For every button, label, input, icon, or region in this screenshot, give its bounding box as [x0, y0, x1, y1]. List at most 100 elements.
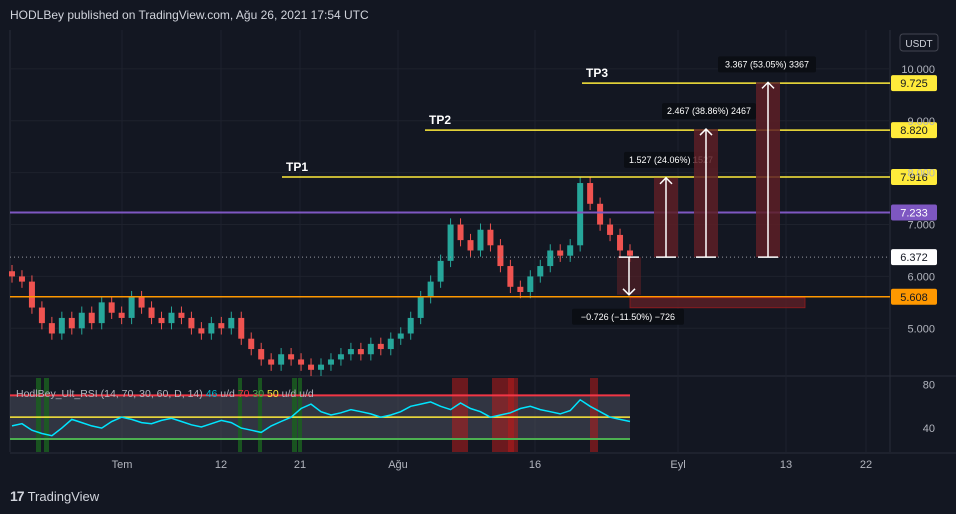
measure-tag: 2.467 (38.86%) 2467 [667, 106, 751, 116]
candle-body [208, 323, 215, 334]
candles [9, 176, 633, 377]
candle-body [577, 183, 584, 246]
candle-body [228, 317, 235, 329]
candle-body [377, 343, 384, 350]
candle-body [457, 224, 464, 241]
time-tick: 21 [294, 459, 306, 471]
rsi-legend-value: 70 [238, 388, 253, 400]
candle-body [347, 349, 354, 355]
candle-body [88, 312, 95, 324]
candle-body [58, 317, 65, 334]
candle-body [188, 317, 195, 329]
price-tick: 7.000 [907, 220, 935, 232]
candle-body [487, 229, 494, 246]
rsi-oversold-zone [298, 378, 302, 452]
price-label-box [891, 169, 937, 186]
candle-body [318, 364, 324, 370]
candle-body [447, 224, 454, 261]
candle-body [288, 354, 295, 360]
measure-arrowhead [659, 176, 673, 185]
candle-body [38, 307, 45, 324]
candle-body [138, 297, 145, 308]
candle-body [427, 281, 434, 298]
price-levels: TP1 TP2 TP3 9.725 8.820 7.916 7.233 6.372 5.608 [10, 66, 937, 305]
currency-badge-label: USDT [905, 39, 932, 50]
candle-body [108, 302, 115, 313]
target-label: TP3 [586, 66, 608, 80]
rsi-legend: HodlBey_Ult_RSI (14, 70, 30, 60, D, 14) … [16, 388, 314, 400]
candle-body [158, 317, 165, 324]
candle-body [98, 302, 105, 324]
target-label: TP2 [429, 113, 451, 127]
time-tick: 13 [780, 459, 792, 471]
candle-body [467, 240, 474, 251]
rsi-overbought-zone [508, 378, 518, 452]
candle-body [258, 349, 265, 360]
rsi-legend-value: u/d [282, 388, 300, 400]
price-label-box [891, 288, 937, 305]
time-tick: 22 [860, 459, 872, 471]
candle-body [278, 354, 285, 365]
measure-tag: −0.726 (−11.50%) −726 [581, 312, 675, 322]
candle-body [298, 359, 305, 365]
time-tick: Eyl [670, 459, 685, 471]
candle-body [168, 312, 175, 324]
measure-tag: 1.527 (24.06%) 1527 [629, 155, 713, 165]
time-tick: 12 [215, 459, 227, 471]
rsi-line [11, 398, 631, 437]
rsi-oversold-zone [36, 378, 41, 452]
candle-body [407, 317, 414, 334]
candle-body [337, 354, 344, 360]
price-label: 8.820 [900, 125, 928, 137]
candle-body [417, 297, 424, 318]
candle-body [527, 276, 534, 292]
tradingview-logo-icon: 17 [10, 488, 25, 504]
candle-body [18, 276, 25, 282]
rsi-tick: 80 [923, 380, 935, 392]
footer[interactable]: 17 TradingView [10, 488, 99, 504]
price-label: 5.608 [900, 292, 928, 304]
footer-brand: TradingView [27, 488, 100, 504]
candle-body [597, 203, 604, 225]
candle-body [547, 250, 554, 267]
candle-body [357, 349, 364, 355]
time-tick: 16 [529, 459, 541, 471]
loss-zone-box [629, 297, 806, 309]
candle-body [9, 271, 15, 277]
candle-body [537, 266, 544, 277]
candle-body [367, 343, 374, 355]
candle-body [477, 229, 484, 251]
candle-body [238, 317, 245, 339]
measure-tag-box [662, 103, 756, 120]
candle-body [397, 333, 404, 339]
rsi-legend-value: 46 [206, 388, 221, 400]
price-label-box [891, 204, 937, 221]
candle-body [28, 281, 35, 308]
measurement-tools: 1.527 (24.06%) 1527 2.467 (38.86%) 2467 3.… [572, 56, 816, 325]
candle-body [607, 224, 614, 235]
time-tick: Tem [112, 459, 133, 471]
price-label: 7.233 [900, 207, 928, 219]
axes: 10.000 9.000 8.000 7.000 6.000 5.000 Tem 12 21 Ağ… [112, 33, 939, 471]
rsi-overbought-zone [590, 378, 598, 452]
candle-body [517, 286, 524, 292]
price-label-box [891, 122, 937, 139]
measure-arrowhead [761, 81, 775, 89]
price-tick: 6.000 [907, 271, 935, 283]
candle-body [148, 307, 155, 318]
price-tick: 5.000 [907, 323, 935, 335]
rsi-legend-value: u/d [220, 388, 238, 400]
candle-body [567, 245, 574, 256]
chart-grid [9, 30, 956, 454]
candle-body [248, 338, 255, 350]
measure-tag-box [572, 308, 684, 325]
rsi-legend-value: 50 [267, 388, 282, 400]
price-tick: 9.000 [907, 116, 935, 128]
candle-body [128, 297, 135, 318]
candle-body [507, 266, 514, 287]
candle-body [68, 317, 75, 329]
rsi-overbought-zone [452, 378, 468, 452]
rsi-oversold-zone [258, 378, 262, 452]
price-tick: 8.000 [907, 168, 935, 180]
